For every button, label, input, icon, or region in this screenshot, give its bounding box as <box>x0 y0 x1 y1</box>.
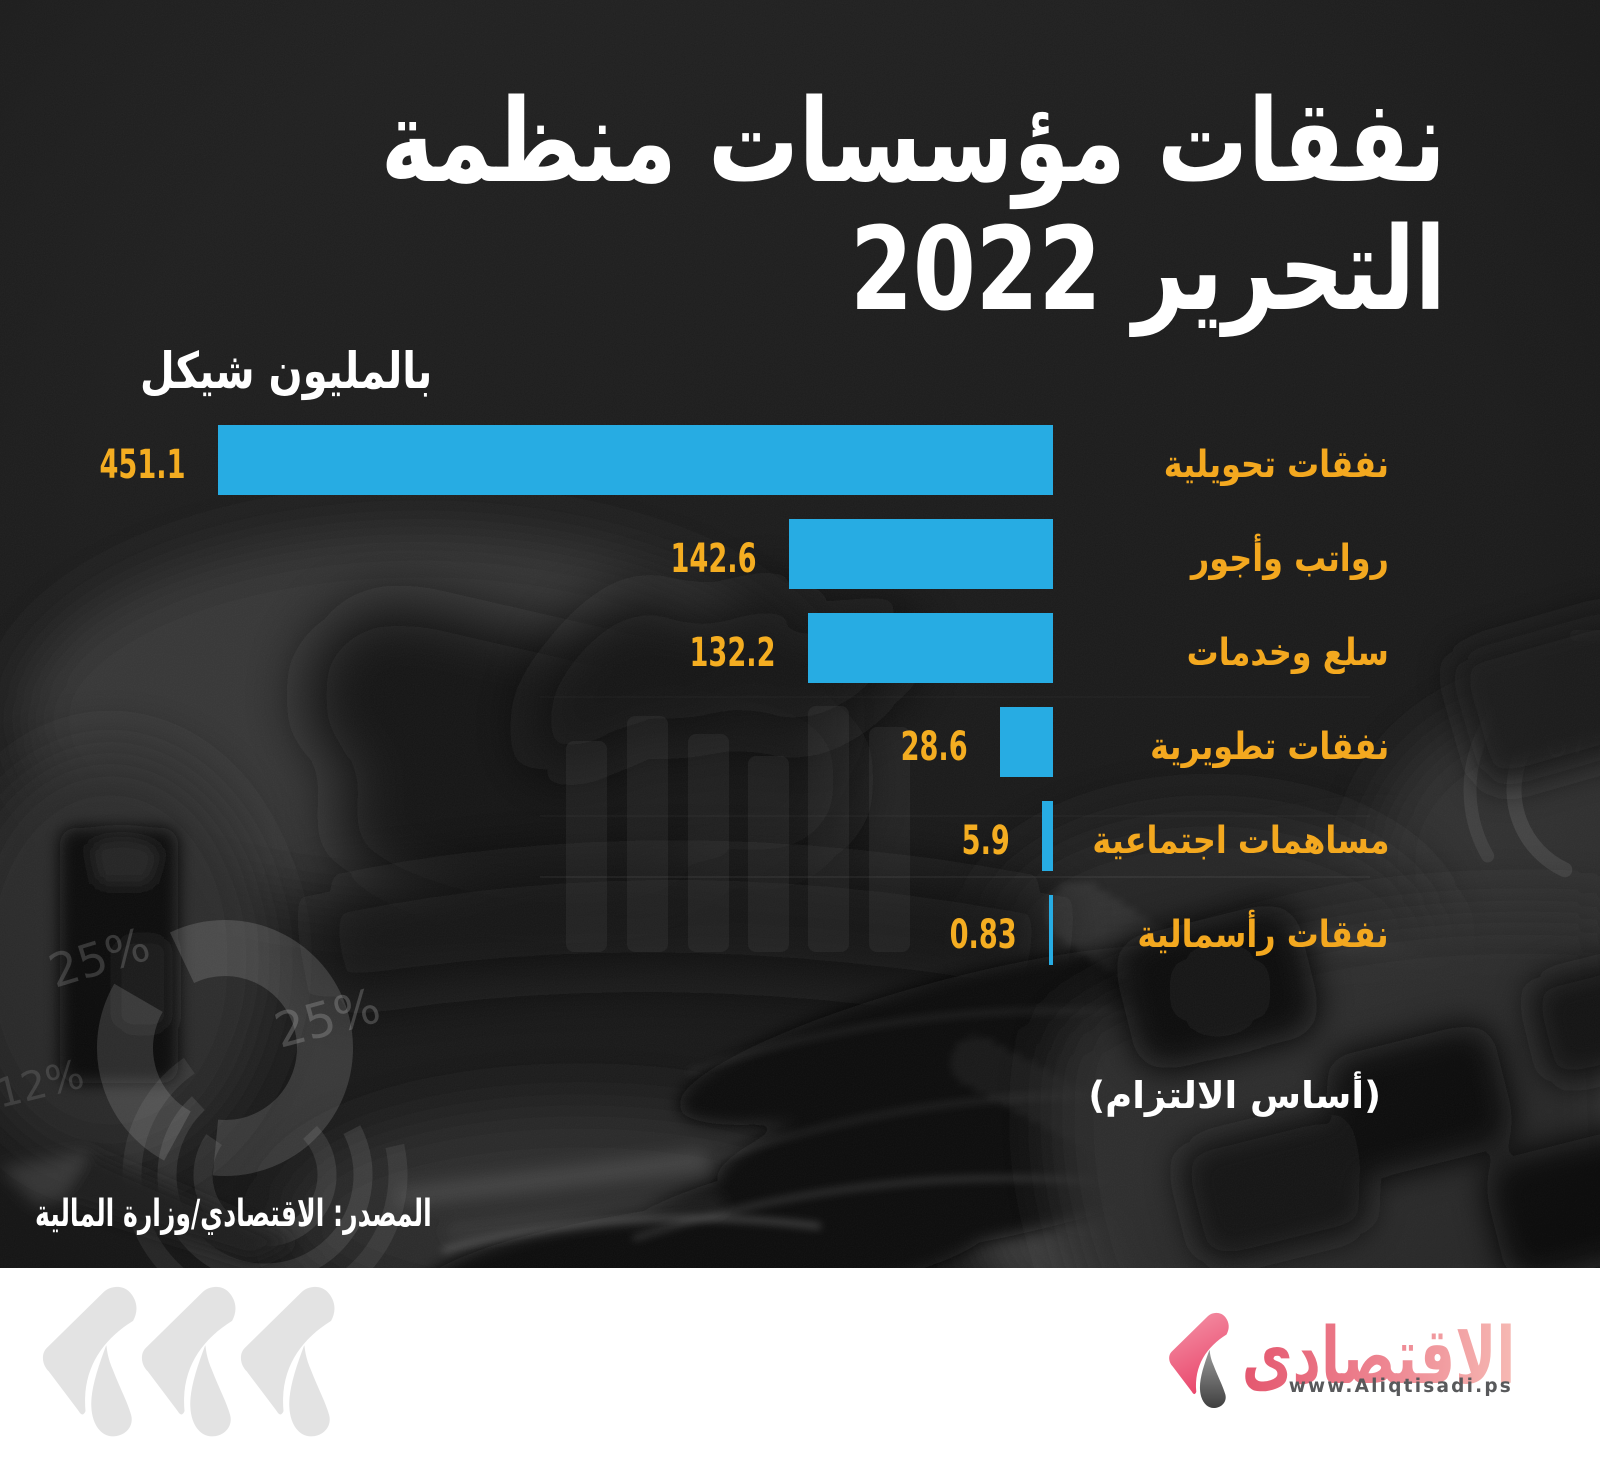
page-title: نفقات مؤسسات منظمة التحرير 2022 <box>89 78 1446 334</box>
title-line1: نفقات مؤسسات منظمة <box>380 75 1446 209</box>
chart-row: 28.6 نفقات تطويرية <box>0 707 1600 777</box>
bar-value: 28.6 <box>900 724 968 770</box>
bar-5 <box>1049 895 1053 965</box>
bar-2 <box>808 613 1053 683</box>
logo-arrow-swoosh <box>1199 1350 1226 1409</box>
bar-0 <box>218 425 1053 495</box>
brand-name: الاقتصادي <box>1241 1312 1515 1402</box>
bar-value: 132.2 <box>689 630 776 676</box>
footer-band: الاقتصادي www.Aliqtisadi.ps <box>0 1268 1600 1462</box>
chart-row: 142.6 رواتب وأجور <box>0 519 1600 589</box>
logo-arrow-body <box>1169 1312 1229 1395</box>
chart-row: 451.1 نفقات تحويلية <box>0 425 1600 495</box>
bar-1 <box>789 519 1053 589</box>
chart-row: 132.2 سلع وخدمات <box>0 613 1600 683</box>
bar-value: 451.1 <box>99 442 186 488</box>
brand-chevrons-watermark <box>42 1286 335 1437</box>
bar-3 <box>1000 707 1053 777</box>
bar-category-label: نفقات تحويلية <box>1163 442 1389 486</box>
bar-category-label: مساهمات اجتماعية <box>1091 818 1389 862</box>
unit-label: بالمليون شيكل <box>140 342 433 400</box>
bar-value: 0.83 <box>949 912 1017 958</box>
brand-website: www.Aliqtisadi.ps <box>1288 1376 1513 1397</box>
brand-logo: الاقتصادي www.Aliqtisadi.ps <box>1160 1268 1520 1462</box>
bar-category-label: نفقات تطويرية <box>1149 724 1389 768</box>
source-credit: المصدر: الاقتصادي/وزارة المالية <box>35 1191 432 1235</box>
bar-category-label: نفقات رأسمالية <box>1137 912 1389 956</box>
bar-category-label: سلع وخدمات <box>1186 630 1389 674</box>
chart-row: 5.9 مساهمات اجتماعية <box>0 801 1600 871</box>
chart-row: 0.83 نفقات رأسمالية <box>0 895 1600 965</box>
bar-4 <box>1042 801 1053 871</box>
bar-value: 5.9 <box>961 818 1010 864</box>
brand-logo-icon <box>1169 1312 1229 1409</box>
bar-value: 142.6 <box>670 536 757 582</box>
basis-note: (أساس الالتزام) <box>1088 1074 1381 1117</box>
bar-category-label: رواتب وأجور <box>1191 536 1389 580</box>
title-line2: التحرير 2022 <box>850 203 1446 337</box>
